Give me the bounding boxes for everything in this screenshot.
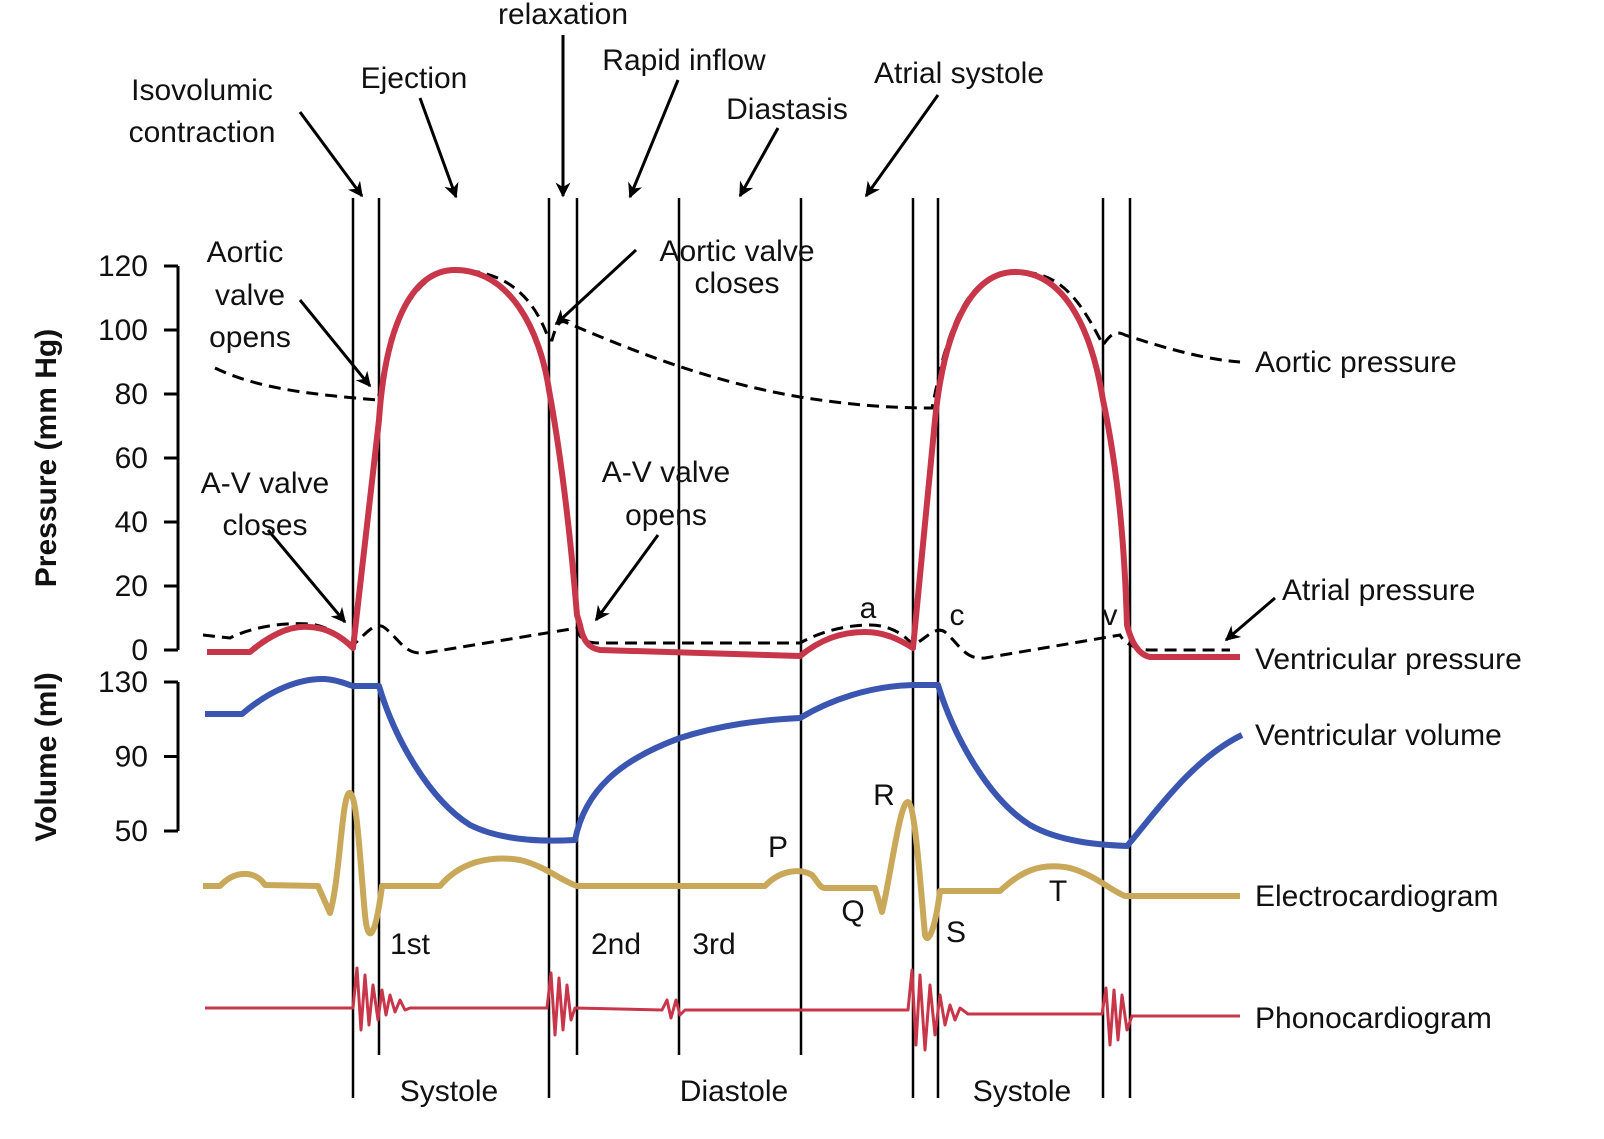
- arrow: [298, 111, 364, 198]
- arrow: [594, 534, 660, 622]
- phase-label: Ejection: [361, 62, 468, 95]
- valve-label: A-V valve: [201, 467, 329, 500]
- valve-label: opens: [209, 321, 291, 354]
- arrow: [266, 529, 347, 624]
- trace-label: Aortic pressure: [1255, 346, 1457, 379]
- phase-label: Isovolumic: [131, 74, 273, 107]
- arrow: [418, 97, 459, 199]
- trace-label: Electrocardiogram: [1255, 880, 1498, 913]
- valve-label: closes: [222, 509, 307, 542]
- phase-label: contraction: [129, 116, 276, 149]
- wave-label: P: [768, 831, 788, 864]
- wave-label: v: [1103, 599, 1118, 632]
- cycle-phase-label: Systole: [973, 1075, 1071, 1108]
- tick-label: 0: [131, 634, 148, 667]
- phase-label: Diastasis: [726, 93, 848, 126]
- cycle-phase-label: Systole: [400, 1075, 498, 1108]
- trace-label: Ventricular volume: [1255, 719, 1502, 752]
- tick-label: 90: [115, 741, 148, 774]
- valve-label: Aortic: [207, 236, 284, 269]
- ventricular-pressure-trace: [207, 267, 1240, 660]
- wave-label: c: [950, 599, 965, 632]
- tick-label: 100: [98, 314, 148, 347]
- axis-title: Pressure (mm Hg): [30, 329, 63, 587]
- axis-title: Volume (ml): [30, 672, 63, 841]
- arrow: [1224, 596, 1276, 642]
- valve-label: opens: [625, 499, 707, 532]
- ecg-trace: [203, 789, 1240, 941]
- wave-label: T: [1049, 875, 1067, 908]
- phase-label: Rapid inflow: [602, 44, 766, 77]
- tick-label: 50: [115, 815, 148, 848]
- valve-label: Aortic valve: [659, 235, 814, 268]
- tick-label: 40: [115, 506, 148, 539]
- valve-label: valve: [215, 279, 285, 312]
- phonocardiogram-trace: [205, 966, 1240, 1052]
- arrow: [864, 94, 940, 198]
- trace-label: Ventricular pressure: [1255, 643, 1522, 676]
- arrow: [298, 299, 372, 388]
- wave-label: S: [946, 916, 966, 949]
- arrows: [266, 35, 1276, 642]
- valve-label: A-V valve: [602, 456, 730, 489]
- tick-label: 20: [115, 570, 148, 603]
- arrow: [554, 248, 638, 326]
- trace-label: Phonocardiogram: [1255, 1002, 1492, 1035]
- arrow: [738, 127, 780, 198]
- trace-label: Atrial pressure: [1282, 574, 1475, 607]
- heart-sound-label: 3rd: [692, 928, 735, 961]
- wave-label: Q: [841, 895, 864, 928]
- heart-sound-label: 1st: [390, 928, 431, 961]
- phase-lines: [351, 198, 1132, 1098]
- tick-label: 120: [98, 250, 148, 283]
- phase-label: relaxation: [498, 0, 628, 31]
- valve-label: closes: [694, 267, 779, 300]
- tick-label: 80: [115, 378, 148, 411]
- wave-label: R: [873, 779, 895, 812]
- cycle-phase-label: Diastole: [680, 1075, 788, 1108]
- ventricular-volume-trace: [205, 675, 1244, 849]
- heart-sound-label: 2nd: [591, 928, 641, 961]
- tick-label: 130: [98, 666, 148, 699]
- phase-label: Atrial systole: [874, 57, 1044, 90]
- wave-label: a: [860, 592, 877, 625]
- arrow: [628, 79, 680, 199]
- tick-label: 60: [115, 442, 148, 475]
